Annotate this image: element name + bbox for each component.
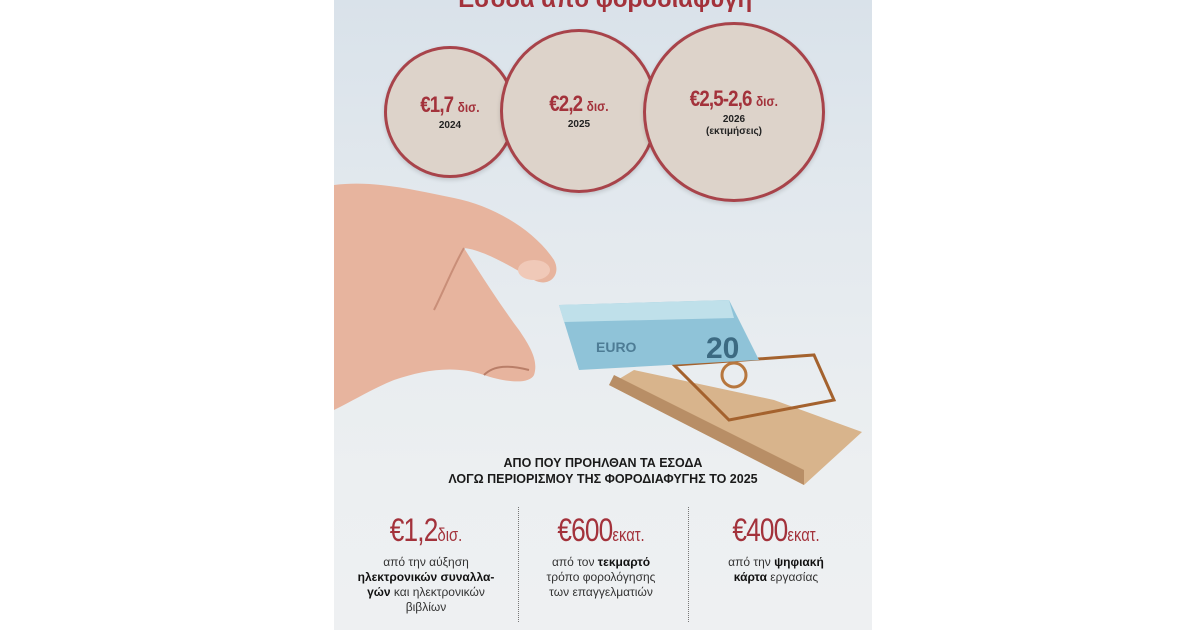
circle-value: €1,7 <box>420 92 454 117</box>
circle-unit: δισ. <box>756 93 779 109</box>
source-digital-work-card: €400εκατ. από την ψηφιακή κάρτα εργασίας <box>691 512 861 585</box>
source-desc: εργασίας <box>766 570 819 584</box>
heading-line: ΛΟΓΩ ΠΕΡΙΟΡΙΣΜΟΥ ΤΗΣ ΦΟΡΟΔΙΑΦΥΓΗΣ ΤΟ 202… <box>448 472 758 486</box>
hand-and-mousetrap-photo: EURO 20 <box>334 183 862 485</box>
circle-year: 2024 <box>438 120 462 131</box>
circle-unit: δισ. <box>457 99 480 115</box>
divider <box>518 507 519 622</box>
source-desc: των επαγγελματιών <box>549 585 653 599</box>
circle-year: 2026 <box>722 114 746 125</box>
circle-2024: €1,7 δισ. 2024 <box>384 46 516 178</box>
source-desc: από την αύξηση <box>383 555 469 569</box>
circle-value: €2,2 <box>549 91 583 116</box>
source-desc: τρόπο φορολόγησης <box>546 570 656 584</box>
source-desc: και ηλεκτρονικών <box>390 585 485 599</box>
circle-note: (εκτιμήσεις) <box>705 126 762 137</box>
source-desc: βιβλίων <box>405 600 447 614</box>
section-heading: ΑΠΟ ΠΟΥ ΠΡΟΗΛΘΑΝ ΤΑ ΕΣΟΔΑ ΛΟΓΩ ΠΕΡΙΟΡΙΣΜ… <box>334 455 872 487</box>
source-presumptive-taxation: €600εκατ. από τον τεκμαρτό τρόπο φορολόγ… <box>516 512 686 600</box>
source-unit: εκατ. <box>612 525 645 545</box>
source-value: €400 <box>732 512 788 548</box>
circle-unit: δισ. <box>586 98 609 114</box>
circle-value: €2,5-2,6 <box>689 86 753 111</box>
circle-2026: €2,5-2,6 δισ. 2026 (εκτιμήσεις) <box>643 22 825 202</box>
source-desc-bold: τεκμαρτό <box>597 555 651 569</box>
divider <box>688 507 689 622</box>
source-desc-bold: γών <box>367 585 391 599</box>
source-desc-bold: ψηφιακή <box>774 555 824 569</box>
source-value: €1,2 <box>389 512 439 548</box>
circle-year: 2025 <box>567 119 591 130</box>
heading-line: ΑΠΟ ΠΟΥ ΠΡΟΗΛΘΑΝ ΤΑ ΕΣΟΔΑ <box>503 456 703 470</box>
mousetrap-illustration <box>609 353 862 485</box>
source-unit: εκατ. <box>787 525 820 545</box>
infographic-panel: Έσοδα από φοροδιαφυγή EURO 20 €1,7 δισ. … <box>334 0 872 630</box>
hand-illustration <box>334 183 557 410</box>
source-desc: από τον <box>551 555 598 569</box>
source-electronic-transactions: €1,2δισ. από την αύξηση ηλεκτρονικών συν… <box>341 512 511 615</box>
source-desc-bold: ηλεκτρονικών συναλλα- <box>357 570 495 584</box>
banknote-value: 20 <box>706 332 739 365</box>
source-value: €600 <box>557 512 613 548</box>
infographic-title: Έσοδα από φοροδιαφυγή <box>334 0 872 14</box>
source-desc-bold: κάρτα <box>733 570 767 584</box>
circle-2025: €2,2 δισ. 2025 <box>500 29 658 193</box>
source-unit: δισ. <box>437 525 463 545</box>
banknote-text: EURO <box>596 339 637 355</box>
banknote-illustration: EURO 20 <box>559 300 759 370</box>
source-desc: από την <box>728 555 775 569</box>
